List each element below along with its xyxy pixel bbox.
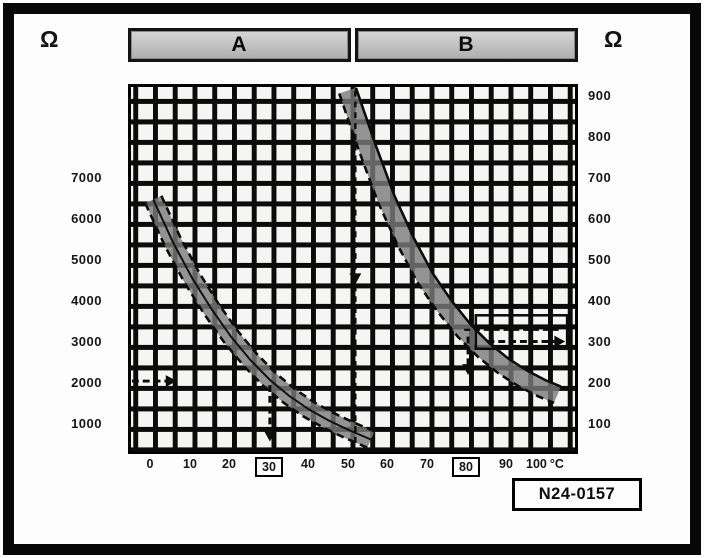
x-tick-50: 50	[341, 457, 355, 471]
right-tick-700: 700	[588, 170, 612, 185]
column-header-a: A	[128, 28, 351, 62]
right-tick-600: 600	[588, 211, 612, 226]
right-tick-900: 900	[588, 88, 612, 103]
figure-id-label: N24-0157	[538, 485, 616, 503]
x-tick-40: 40	[301, 457, 315, 471]
column-headers: A B	[128, 28, 578, 62]
right-tick-100: 100	[588, 416, 612, 431]
right-axis-unit-label: Ω	[604, 26, 623, 52]
curves-overlay	[131, 87, 569, 449]
left-tick-3000: 3000	[71, 334, 102, 349]
left-axis-unit-label: Ω	[40, 26, 59, 52]
left-tick-1000: 1000	[71, 416, 102, 431]
x-tick-90: 90	[499, 457, 513, 471]
right-tick-200: 200	[588, 375, 612, 390]
x-tick-70: 70	[420, 457, 434, 471]
x-tick-100-value: 100	[526, 457, 547, 471]
x-tick-30: 30	[247, 457, 291, 477]
x-tick-80: 80	[444, 457, 488, 477]
x-tick-0: 0	[146, 457, 154, 471]
left-tick-6000: 6000	[71, 211, 102, 226]
chart-grid	[128, 84, 578, 454]
x-tick-10: 10	[183, 457, 197, 471]
x-axis-unit: °C	[549, 457, 564, 471]
x-tick-100: 100 °C	[526, 457, 590, 471]
right-tick-500: 500	[588, 252, 612, 267]
x-tick-30-box: 30	[255, 457, 283, 477]
x-tick-20: 20	[222, 457, 236, 471]
right-tick-800: 800	[588, 129, 612, 144]
x-tick-80-box: 80	[452, 457, 480, 477]
right-tick-400: 400	[588, 293, 612, 308]
column-header-b: B	[355, 28, 578, 62]
right-tick-300: 300	[588, 334, 612, 349]
x-tick-60: 60	[380, 457, 394, 471]
left-tick-7000: 7000	[71, 170, 102, 185]
left-tick-4000: 4000	[71, 293, 102, 308]
left-tick-2000: 2000	[71, 375, 102, 390]
figure-id-box: N24-0157	[512, 478, 642, 511]
left-tick-5000: 5000	[71, 252, 102, 267]
